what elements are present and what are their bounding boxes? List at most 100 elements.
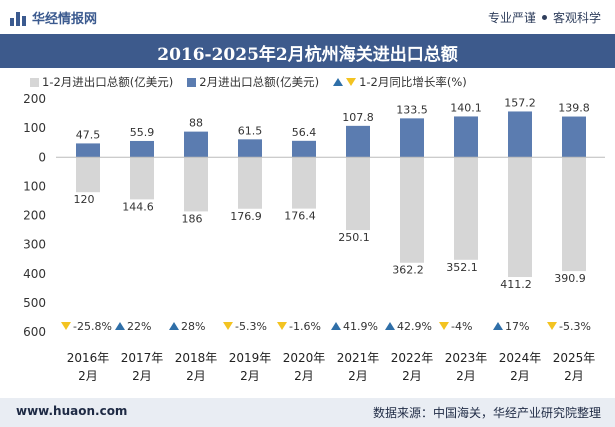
growth-down-marker: [277, 322, 287, 330]
legend-label-growth: 1-2月同比增长率(%): [359, 75, 467, 89]
legend-swatch-jan-feb: [30, 77, 39, 87]
y-tick-label: 300: [23, 238, 46, 252]
y-tick-label: 600: [23, 325, 46, 339]
growth-label: -5.3%: [235, 320, 267, 333]
x-tick-label: 2024年: [499, 351, 542, 365]
slogan: 专业严谨 客观科学: [488, 9, 601, 26]
bar-jan-feb: [130, 157, 154, 200]
data-label-jan-feb: 362.2: [392, 264, 424, 277]
x-tick-label-month: 2月: [240, 369, 260, 383]
x-tick-label-month: 2月: [402, 369, 422, 383]
bar-feb: [400, 118, 424, 158]
x-tick-label-month: 2月: [564, 369, 584, 383]
bar-feb: [562, 116, 586, 158]
y-tick-label: 100: [23, 121, 46, 135]
bar-chart-icon: [10, 10, 26, 26]
data-source: 数据来源：中国海关，华经产业研究院整理: [372, 406, 601, 420]
title-bar: 2016-2025年2月杭州海关进出口总额: [0, 34, 615, 68]
growth-up-marker: [493, 322, 503, 330]
data-label-feb: 88: [189, 117, 203, 130]
y-tick-label: 200: [23, 209, 46, 223]
growth-label: -1.6%: [289, 320, 321, 333]
growth-label: 41.9%: [343, 320, 378, 333]
x-tick-label: 2017年: [121, 351, 164, 365]
footer-bar: www.huaon.com 数据来源：中国海关，华经产业研究院整理: [0, 398, 615, 427]
bar-jan-feb: [346, 157, 370, 231]
slogan-2: 客观科学: [552, 11, 601, 25]
slogan-1: 专业严谨: [487, 11, 536, 25]
y-tick-label: 100: [23, 179, 46, 193]
data-label-feb: 61.5: [238, 124, 263, 137]
chart-area: 200 100 0 100 200 300 400 500 600 47.5 120 -25.8% 20…: [23, 92, 605, 383]
top-bar: 华经情报网 专业严谨 客观科学: [0, 0, 615, 34]
x-tick-label-month: 2月: [186, 369, 206, 383]
x-tick-label: 2016年: [67, 351, 110, 365]
bar-jan-feb: [292, 157, 316, 209]
x-tick-label-month: 2月: [78, 369, 98, 383]
bar-jan-feb: [76, 157, 100, 193]
x-tick-label-month: 2月: [510, 369, 530, 383]
y-tick-label: 0: [38, 150, 46, 164]
bar-feb: [346, 125, 370, 158]
growth-label: 17%: [505, 320, 529, 333]
growth-up-marker: [331, 322, 341, 330]
data-label-feb: 56.4: [292, 126, 317, 139]
triangle-down-icon: [346, 78, 357, 86]
legend-swatch-feb: [187, 77, 197, 87]
bar-jan-feb: [508, 157, 532, 278]
bar-jan-feb: [400, 157, 424, 263]
x-tick-label-month: 2月: [294, 369, 314, 383]
growth-down-marker: [547, 322, 557, 330]
bar-jan-feb: [184, 157, 208, 212]
bar-jan-feb: [238, 157, 262, 209]
data-label-feb: 133.5: [396, 103, 428, 116]
bar-feb: [184, 131, 208, 158]
bar-feb: [508, 111, 532, 158]
bullet-icon: [541, 15, 547, 20]
data-label-jan-feb: 250.1: [338, 231, 370, 244]
x-tick-label: 2019年: [229, 351, 272, 365]
data-label-jan-feb: 186: [182, 212, 203, 225]
data-label-feb: 157.2: [504, 96, 536, 109]
growth-down-marker: [61, 322, 71, 330]
x-tick-label: 2020年: [283, 351, 326, 365]
legend-item-feb: 2月进出口总额(亿美元): [187, 74, 319, 90]
data-label-jan-feb: 144.6: [122, 200, 154, 213]
data-label-jan-feb: 352.1: [446, 261, 478, 274]
legend: 1-2月进出口总额(亿美元) 2月进出口总额(亿美元) 1-2月同比增长率(%): [30, 74, 467, 90]
growth-down-marker: [223, 322, 233, 330]
logo: 华经情报网: [10, 8, 97, 27]
logo-text: 华经情报网: [32, 12, 98, 27]
x-tick-label: 2022年: [391, 351, 434, 365]
legend-item-growth: 1-2月同比增长率(%): [333, 74, 467, 90]
site-url[interactable]: www.huaon.com: [16, 404, 128, 418]
data-label-jan-feb: 390.9: [554, 272, 586, 285]
data-label-feb: 140.1: [450, 101, 482, 114]
data-label-feb: 47.5: [76, 128, 101, 141]
data-label-jan-feb: 176.9: [230, 210, 262, 223]
x-tick-label: 2018年: [175, 351, 218, 365]
growth-label: -4%: [451, 320, 472, 333]
legend-label-feb: 2月进出口总额(亿美元): [199, 75, 320, 89]
growth-label: 28%: [181, 320, 205, 333]
y-tick-label: 400: [23, 267, 46, 281]
x-tick-label: 2025年: [553, 351, 596, 365]
data-label-feb: 55.9: [130, 126, 155, 139]
growth-up-marker: [385, 322, 395, 330]
data-label-jan-feb: 176.4: [284, 210, 316, 223]
y-tick-label: 200: [23, 92, 46, 106]
bar-feb: [292, 140, 316, 158]
growth-label: -5.3%: [559, 320, 591, 333]
growth-label: 22%: [127, 320, 151, 333]
x-tick-label: 2021年: [337, 351, 380, 365]
legend-label-jan-feb: 1-2月进出口总额(亿美元): [42, 75, 174, 89]
x-tick-label-month: 2月: [132, 369, 152, 383]
growth-label: -25.8%: [73, 320, 112, 333]
growth-label: 42.9%: [397, 320, 432, 333]
x-tick-label: 2023年: [445, 351, 488, 365]
x-tick-label-month: 2月: [456, 369, 476, 383]
chart-title: 2016-2025年2月杭州海关进出口总额: [157, 45, 458, 65]
growth-up-marker: [169, 322, 179, 330]
bar-feb: [76, 143, 100, 158]
bar-feb: [454, 116, 478, 158]
